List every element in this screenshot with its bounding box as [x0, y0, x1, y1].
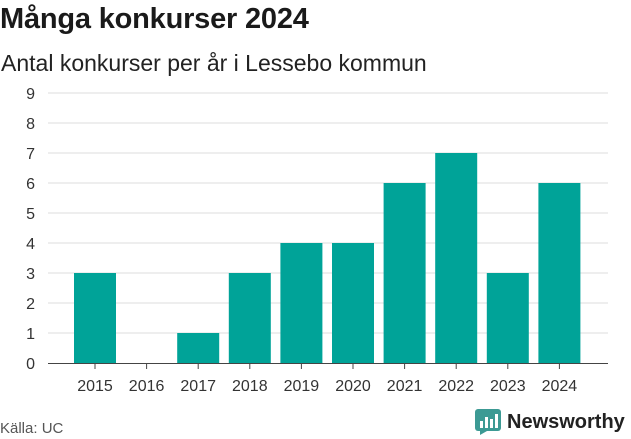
source-note: Källa: UC	[0, 420, 64, 437]
chart-subtitle: Antal konkurser per år i Lessebo kommun	[1, 50, 427, 76]
y-tick-label: 8	[26, 116, 35, 133]
y-tick-label: 6	[26, 176, 35, 193]
bar-2017	[177, 333, 220, 363]
bar-2018	[228, 273, 271, 363]
brand-logo: Newsworthy	[475, 408, 625, 436]
gridlines	[48, 92, 608, 334]
y-tick-label: 0	[26, 356, 35, 373]
y-tick-label: 4	[26, 236, 35, 253]
x-tick-label: 2021	[387, 378, 423, 395]
y-tick-label: 5	[26, 206, 35, 223]
x-tick-label: 2023	[490, 378, 526, 395]
bar-2023	[486, 273, 529, 363]
x-tick-label: 2016	[129, 378, 165, 395]
x-tick-label: 2020	[335, 378, 371, 395]
y-tick-label: 1	[26, 326, 35, 343]
y-tick-label: 3	[26, 266, 35, 283]
x-axis-ticks: 2015 2016 2017 2018 2019 2020 2021 2022 2023 2024	[77, 363, 577, 395]
bar-2022	[435, 153, 478, 363]
bar-2024	[538, 183, 581, 363]
brand-name: Newsworthy	[507, 410, 625, 433]
chart-title: Många konkurser 2024	[0, 3, 309, 35]
x-tick-label: 2024	[542, 378, 578, 395]
bar-2015	[74, 273, 116, 363]
x-tick-label: 2022	[438, 378, 474, 395]
x-tick-label: 2017	[180, 378, 216, 395]
y-tick-label: 2	[26, 296, 35, 313]
newsworthy-logo-icon	[475, 409, 501, 435]
y-tick-label: 7	[26, 146, 35, 163]
y-axis-ticks: 0 1 2 3 4 5 6 7 8 9	[26, 86, 35, 373]
bar-2019	[280, 243, 323, 363]
bars	[74, 153, 581, 363]
y-tick-label: 9	[26, 86, 35, 103]
x-tick-label: 2019	[284, 378, 320, 395]
bar-2021	[383, 183, 426, 363]
bar-2020	[332, 243, 374, 363]
x-tick-label: 2015	[77, 378, 113, 395]
x-tick-label: 2018	[232, 378, 268, 395]
